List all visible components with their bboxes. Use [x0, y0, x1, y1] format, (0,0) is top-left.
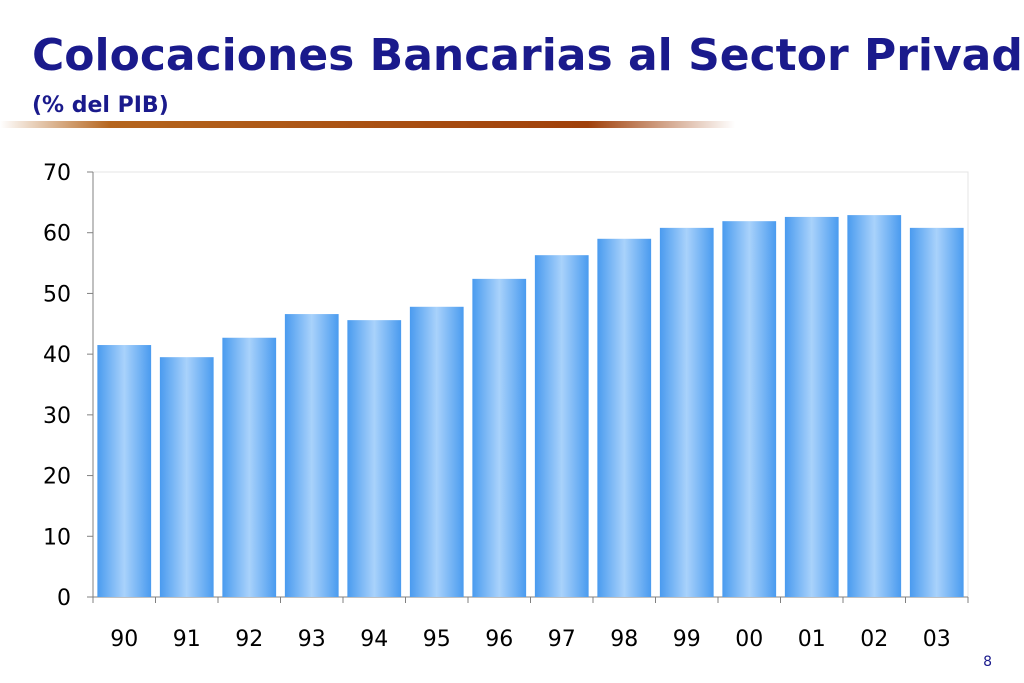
bar [284, 314, 339, 597]
bar [722, 221, 777, 597]
x-tick-label: 95 [423, 627, 451, 652]
page-number: 8 [983, 654, 992, 670]
y-tick-label: 60 [43, 222, 71, 247]
x-tick-label: 98 [610, 627, 638, 652]
bar [597, 238, 652, 598]
x-tick-label: 01 [798, 627, 826, 652]
bar [472, 278, 527, 597]
bar [347, 320, 402, 597]
y-tick-label: 10 [43, 525, 71, 550]
bar [659, 227, 714, 597]
x-tick-label: 97 [548, 627, 576, 652]
x-tick-label: 99 [673, 627, 701, 652]
title-rule [0, 121, 735, 128]
y-tick-label: 40 [43, 343, 71, 368]
chart-subtitle: (% del PIB) [32, 93, 169, 118]
x-tick-label: 96 [485, 627, 513, 652]
chart-title: Colocaciones Bancarias al Sector Privado [32, 30, 1024, 81]
bar [909, 227, 964, 597]
y-tick-label: 50 [43, 282, 71, 307]
x-tick-label: 94 [360, 627, 388, 652]
x-tick-label: 00 [735, 627, 763, 652]
x-tick-label: 93 [298, 627, 326, 652]
x-tick-label: 92 [235, 627, 263, 652]
y-tick-label: 20 [43, 465, 71, 490]
bar [847, 215, 902, 597]
bar [409, 306, 464, 597]
bar [159, 357, 214, 597]
x-tick-label: 91 [173, 627, 201, 652]
bar [222, 337, 277, 597]
bar [784, 216, 839, 597]
y-tick-label: 30 [43, 404, 71, 429]
x-tick-label: 90 [110, 627, 138, 652]
bar [534, 255, 589, 597]
bar [97, 345, 152, 597]
x-tick-label: 03 [923, 627, 951, 652]
y-tick-label: 0 [57, 586, 71, 611]
x-tick-label: 02 [860, 627, 888, 652]
y-tick-label: 70 [43, 161, 71, 186]
